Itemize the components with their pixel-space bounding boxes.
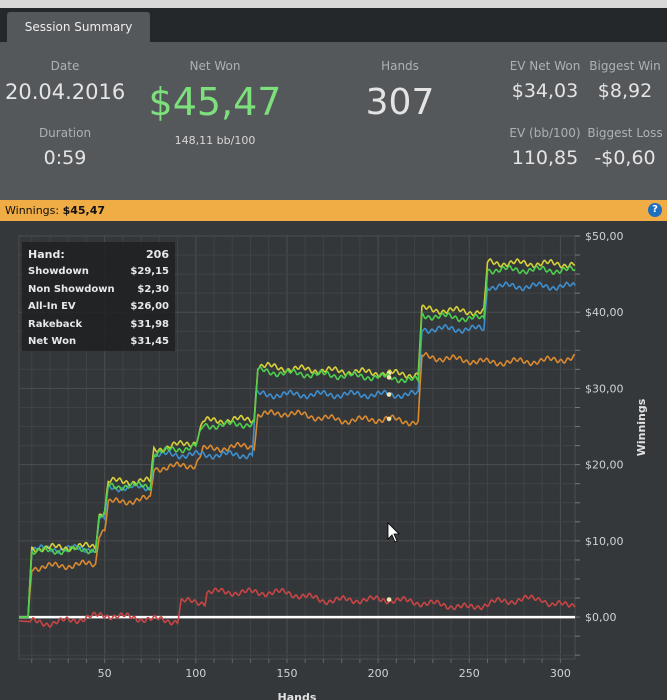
session-summary-panel: Date 20.04.2016 Duration 0:59 Net Won $4… [0, 42, 667, 200]
y-axis-title: Winnings [635, 398, 648, 456]
bb100-value: 148,11 bb/100 [174, 134, 256, 147]
ev-bb100-value: 110,85 [511, 147, 579, 169]
tooltip-row: Hand: 206 [28, 248, 169, 261]
x-tick-label: 300 [550, 667, 571, 680]
y-tick-label: $20,00 [585, 459, 624, 472]
y-tick-label: $50,00 [585, 230, 624, 243]
series-line-rakeback [19, 257, 576, 618]
highlight-point-showdown [386, 392, 392, 397]
duration-value: 0:59 [43, 147, 87, 169]
tooltip-row: Non Showdown $2,30 [28, 283, 169, 295]
tab-session-summary[interactable]: Session Summary [7, 12, 150, 42]
ev-net-won-value: $34,03 [511, 80, 579, 102]
winnings-label: Winnings: [5, 204, 60, 217]
winnings-chart[interactable]: 50 100 150 200 250 300 $0,00 $10,00 $20,00 $30,00… [0, 221, 667, 700]
biggest-loss-value: -$0,60 [594, 147, 656, 169]
date-value: 20.04.2016 [5, 80, 126, 104]
highlight-point-net_won [386, 375, 392, 380]
y-tick-label: $10,00 [585, 535, 624, 548]
tooltip-row: Showdown $29,15 [28, 266, 169, 278]
winnings-bar: Winnings: $45,47 ? [0, 200, 667, 221]
ev-bb100-label: EV (bb/100) [509, 126, 581, 140]
tab-bar: Session Summary [0, 8, 667, 42]
highlight-point-non_showdown [386, 597, 392, 602]
x-axis-title: Hands [278, 691, 317, 700]
series-line-non_showdown [18, 587, 576, 629]
mouse-cursor-icon [387, 522, 400, 543]
date-label: Date [50, 59, 80, 73]
window-title-strip [0, 0, 667, 8]
tooltip-row: All-In EV $26,00 [28, 301, 169, 313]
y-tick-label: $0,00 [585, 611, 617, 624]
series-line-allin_ev [19, 352, 576, 618]
highlight-point-allin_ev [386, 416, 392, 422]
tooltip-row: Net Won $31,45 [28, 335, 169, 347]
series-line-showdown [19, 281, 576, 618]
net-won-value: $45,47 [148, 80, 282, 124]
x-tick-label: 250 [459, 667, 480, 680]
tooltip-row: Rakeback $31,98 [28, 318, 169, 330]
series-line-net_won [19, 264, 576, 618]
y-tick-label: $40,00 [585, 306, 624, 319]
question-circle-icon[interactable]: ? [648, 203, 662, 217]
winnings-value: $45,47 [62, 204, 106, 217]
hand-tooltip: Hand: 206 Showdown $29,15 Non Showdown $2,3… [22, 242, 175, 351]
duration-label: Duration [38, 126, 92, 140]
biggest-loss-label: Biggest Loss [587, 126, 663, 140]
x-tick-label: 50 [98, 667, 112, 680]
x-tick-label: 200 [368, 667, 389, 680]
ev-net-won-label: EV Net Won [509, 59, 581, 73]
hands-label: Hands [381, 59, 419, 73]
x-tick-label: 100 [185, 667, 206, 680]
y-tick-label: $30,00 [585, 382, 624, 395]
hands-value: 307 [365, 82, 435, 123]
biggest-win-label: Biggest Win [589, 59, 661, 73]
biggest-win-value: $8,92 [597, 80, 653, 102]
x-tick-label: 150 [276, 667, 297, 680]
net-won-label: Net Won [189, 59, 241, 73]
